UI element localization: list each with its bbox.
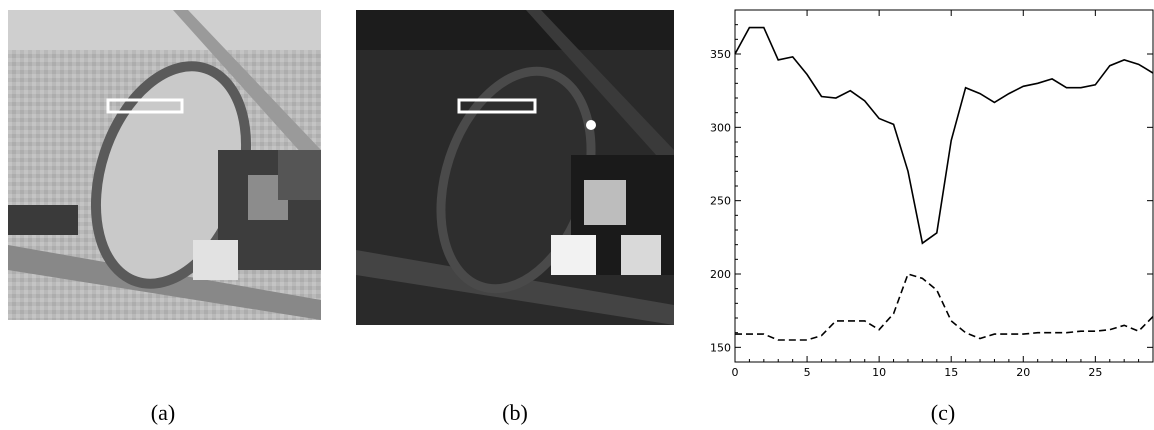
y-tick-label: 200 xyxy=(710,268,731,281)
y-tick-label: 300 xyxy=(710,121,731,134)
aerial-image-a xyxy=(8,10,321,320)
chart-axes: 150 200 250 300 350 0 5 10 15 20 25 xyxy=(710,9,1154,379)
series-line-dashed xyxy=(735,273,1154,341)
selection-rectangle-b xyxy=(457,98,537,114)
caption-c: (c) xyxy=(930,400,956,425)
line-chart: 150 200 250 300 350 0 5 10 15 20 25 xyxy=(710,9,1154,379)
caption-a: (a) xyxy=(150,400,176,425)
y-tick-label: 150 xyxy=(710,341,731,354)
selection-rectangle-a xyxy=(106,98,184,114)
x-tick-label: 15 xyxy=(944,366,958,379)
aerial-image-b xyxy=(356,10,674,325)
x-tick-label: 20 xyxy=(1016,366,1030,379)
y-tick-label: 350 xyxy=(710,48,731,61)
series-line-solid xyxy=(734,26,1154,245)
caption-b: (b) xyxy=(502,400,528,425)
x-tick-label: 0 xyxy=(732,366,739,379)
chart-series xyxy=(734,26,1154,341)
x-tick-label: 10 xyxy=(872,366,886,379)
x-tick-label: 5 xyxy=(804,366,811,379)
x-tick-label: 25 xyxy=(1088,366,1102,379)
y-tick-label: 250 xyxy=(710,195,731,208)
